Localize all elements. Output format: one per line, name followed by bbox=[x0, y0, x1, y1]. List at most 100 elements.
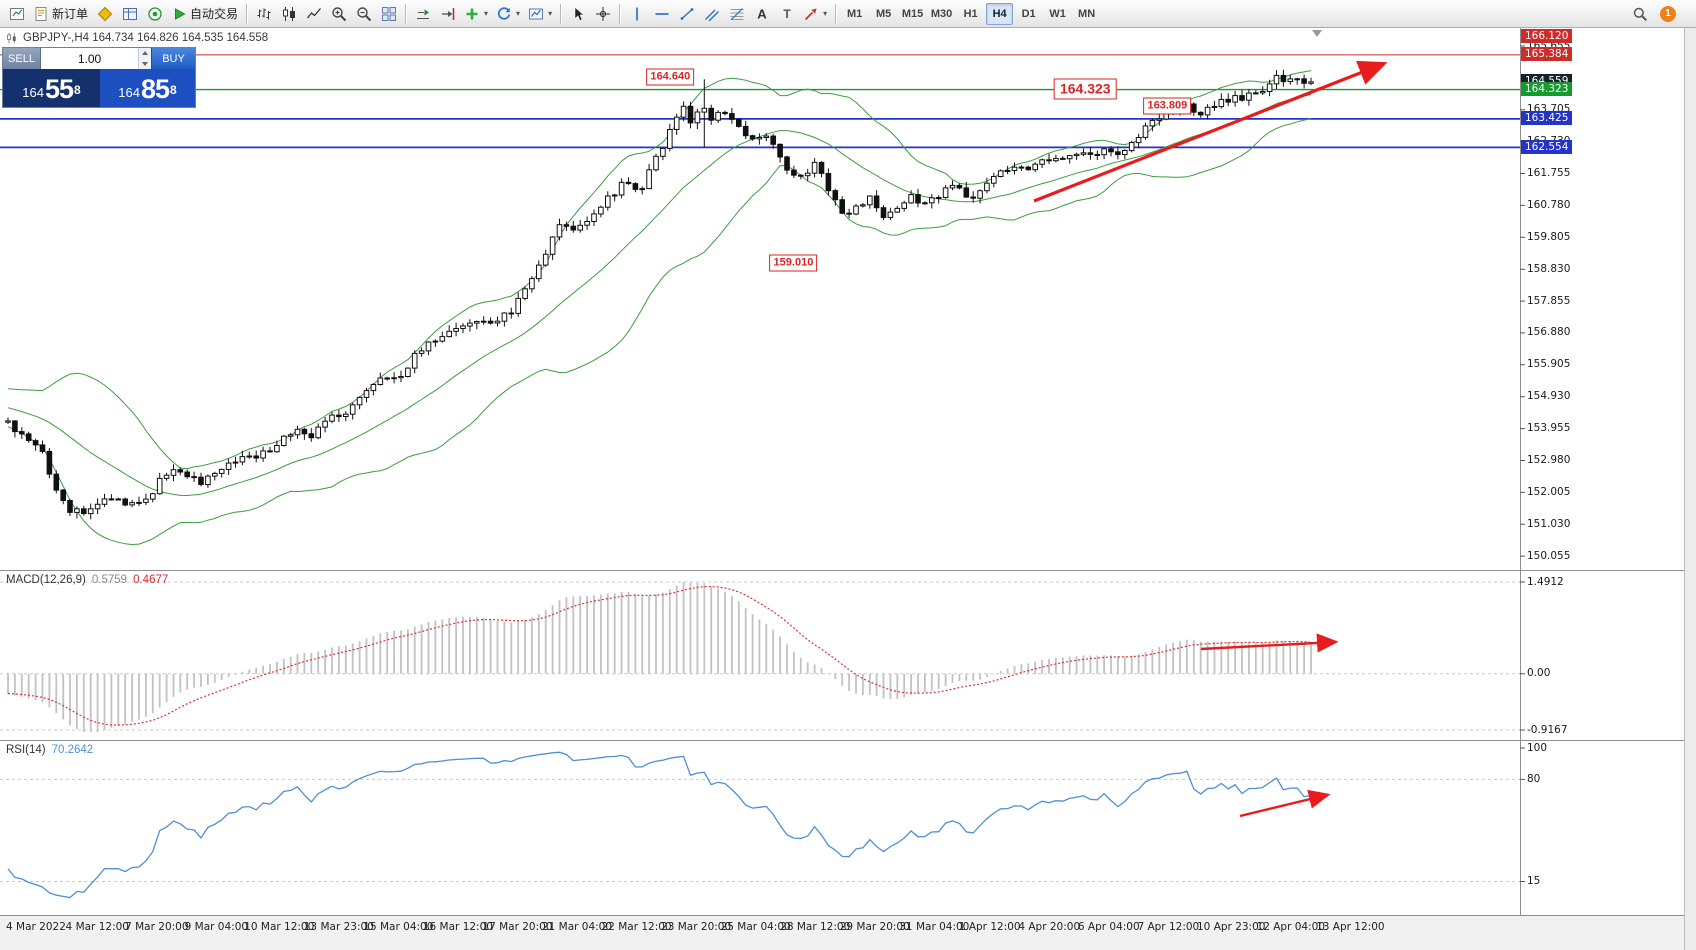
chart-shift-icon bbox=[441, 7, 454, 20]
navigator-icon bbox=[147, 6, 162, 21]
timeframe-d1-button[interactable]: D1 bbox=[1015, 3, 1042, 25]
sell-price-prefix: 164 bbox=[22, 85, 44, 100]
dropdown-caret-icon: ▾ bbox=[548, 9, 553, 18]
tile-windows-button[interactable] bbox=[376, 2, 401, 26]
dropdown-caret-icon: ▾ bbox=[516, 9, 521, 18]
chart-bars-button[interactable] bbox=[251, 2, 276, 26]
one-click-prices: 164 55 8 164 85 8 bbox=[3, 69, 195, 107]
line-icon bbox=[306, 7, 321, 18]
profiles-button[interactable] bbox=[92, 2, 117, 26]
volume-input[interactable] bbox=[41, 48, 138, 69]
one-click-controls: SELL BUY bbox=[3, 48, 195, 69]
window-scrollbar[interactable] bbox=[1684, 28, 1696, 950]
hline-price-label[interactable]: 166.120 bbox=[1521, 28, 1573, 43]
hline-price-label[interactable]: 162.554 bbox=[1521, 139, 1573, 154]
chart-candles-button[interactable] bbox=[276, 2, 301, 26]
hline-price-label[interactable]: 163.425 bbox=[1521, 111, 1573, 126]
arrows-dropdown[interactable]: ▾ bbox=[799, 2, 831, 26]
crosshair-button[interactable] bbox=[590, 2, 615, 26]
sell-price-panel[interactable]: 164 55 8 bbox=[3, 69, 100, 107]
zoom-in-icon bbox=[331, 6, 346, 21]
volume-up-button[interactable] bbox=[139, 48, 151, 59]
label-button[interactable]: T bbox=[774, 2, 799, 26]
dropdown-caret-icon: ▾ bbox=[823, 9, 828, 18]
candles-icon bbox=[282, 6, 295, 21]
hline-button[interactable] bbox=[649, 2, 674, 26]
toolbar-separator bbox=[405, 3, 407, 24]
volume-down-button[interactable] bbox=[139, 58, 151, 69]
buy-price-sup: 8 bbox=[170, 83, 177, 97]
notifications-badge[interactable]: 1 bbox=[1660, 5, 1676, 22]
tile-icon bbox=[381, 6, 396, 21]
trendline-button[interactable] bbox=[674, 2, 699, 26]
timeframe-mn-button[interactable]: MN bbox=[1073, 3, 1100, 25]
autotrade-icon bbox=[175, 7, 186, 20]
toolbar: 新订单 自动交易 ▾ ▾ ▾ A T ▾ M1 M5 M15 M30 H1 H4 D1 W1 MN 1 bbox=[0, 0, 1696, 28]
macd-name: MACD(12,26,9) bbox=[6, 574, 86, 586]
price-annotation[interactable]: 163.809 bbox=[1143, 97, 1192, 115]
timeframe-h1-button[interactable]: H1 bbox=[957, 3, 984, 25]
label-icon: T bbox=[783, 7, 791, 21]
hline-price-label[interactable]: 165.384 bbox=[1521, 47, 1573, 62]
chart-line-button[interactable] bbox=[301, 2, 326, 26]
timeframe-w1-button[interactable]: W1 bbox=[1044, 3, 1071, 25]
new-chart-icon bbox=[9, 7, 24, 20]
market-watch-button[interactable] bbox=[117, 2, 142, 26]
buy-price-panel[interactable]: 164 85 8 bbox=[100, 69, 195, 107]
timeframe-m1-button[interactable]: M1 bbox=[841, 3, 868, 25]
volume-stepper bbox=[138, 48, 151, 69]
zoom-in-button[interactable] bbox=[326, 2, 351, 26]
hline-icon bbox=[655, 12, 669, 15]
timeframe-h4-button[interactable]: H4 bbox=[986, 2, 1014, 25]
period-dropdown[interactable]: ▾ bbox=[492, 2, 524, 26]
channel-icon bbox=[704, 9, 719, 21]
new-order-button[interactable]: 新订单 bbox=[29, 2, 92, 26]
buy-price-big: 85 bbox=[140, 74, 170, 104]
toolbar-button-group: 新订单 自动交易 ▾ ▾ ▾ A T ▾ bbox=[4, 2, 840, 26]
market-watch-icon bbox=[122, 7, 137, 20]
text-button[interactable]: A bbox=[749, 2, 774, 26]
arrows-icon bbox=[804, 8, 817, 20]
profiles-icon bbox=[97, 6, 112, 21]
channel-button[interactable] bbox=[699, 2, 724, 26]
search-button[interactable] bbox=[1627, 2, 1652, 26]
buy-button[interactable]: BUY bbox=[151, 48, 195, 69]
rsi-label: RSI(14) 70.2642 bbox=[6, 744, 93, 756]
sell-price-sup: 8 bbox=[74, 83, 81, 97]
vline-icon bbox=[635, 7, 638, 20]
navigator-button[interactable] bbox=[142, 2, 167, 26]
rsi-value: 70.2642 bbox=[51, 744, 94, 756]
fibonacci-button[interactable] bbox=[724, 2, 749, 26]
cursor-icon bbox=[574, 6, 584, 21]
new-chart-button[interactable] bbox=[4, 2, 29, 26]
sell-button[interactable]: SELL bbox=[3, 48, 41, 69]
macd-main-value: 0.5759 bbox=[91, 574, 128, 586]
timeframe-m5-button[interactable]: M5 bbox=[870, 3, 897, 25]
price-annotation[interactable]: 164.323 bbox=[1053, 78, 1117, 100]
hline-price-label[interactable]: 164.323 bbox=[1521, 82, 1573, 97]
zoom-out-button[interactable] bbox=[351, 2, 376, 26]
refresh-icon bbox=[498, 6, 511, 20]
chart-shift-button[interactable] bbox=[435, 2, 460, 26]
vline-button[interactable] bbox=[624, 2, 649, 26]
svg-text:A: A bbox=[757, 6, 767, 21]
autotrade-button[interactable]: 自动交易 bbox=[167, 2, 242, 26]
autotrade-button-label: 自动交易 bbox=[190, 7, 239, 21]
template-icon bbox=[529, 8, 544, 19]
timeframe-button-group: M1 M5 M15 M30 H1 H4 D1 W1 MN bbox=[840, 2, 1101, 25]
price-annotation[interactable]: 164.640 bbox=[646, 68, 695, 86]
template-dropdown[interactable]: ▾ bbox=[524, 2, 556, 26]
timeframe-m15-button[interactable]: M15 bbox=[899, 3, 926, 25]
timeframe-m30-button[interactable]: M30 bbox=[928, 3, 955, 25]
new-chart-dropdown[interactable]: ▾ bbox=[460, 2, 492, 26]
auto-scroll-button[interactable] bbox=[410, 2, 435, 26]
sell-price-big: 55 bbox=[44, 74, 74, 104]
chart-icon bbox=[7, 32, 16, 44]
price-annotation[interactable]: 159.010 bbox=[769, 254, 818, 272]
one-click-trading-panel: SELL BUY 164 55 8 164 8 bbox=[2, 47, 196, 108]
toolbar-right-group: 1 bbox=[1627, 2, 1692, 26]
plus-chart-icon bbox=[466, 8, 478, 19]
cursor-button[interactable] bbox=[565, 2, 590, 26]
